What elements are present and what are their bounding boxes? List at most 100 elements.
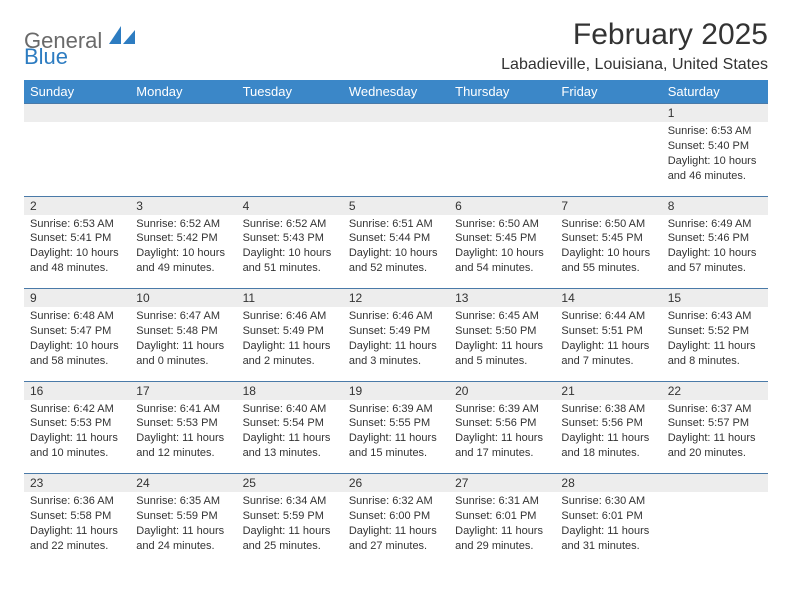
sunrise-text: Sunrise: 6:44 AM [561,309,655,324]
sunset-text: Sunset: 5:44 PM [349,231,443,246]
week-row: Sunrise: 6:36 AMSunset: 5:58 PMDaylight:… [24,492,768,566]
sunset-text: Sunset: 5:52 PM [668,324,762,339]
sunset-text: Sunset: 5:58 PM [30,509,124,524]
sunrise-text: Sunrise: 6:53 AM [30,217,124,232]
sunrise-text: Sunrise: 6:31 AM [455,494,549,509]
week-row: Sunrise: 6:48 AMSunset: 5:47 PMDaylight:… [24,307,768,381]
day-cell: Sunrise: 6:44 AMSunset: 5:51 PMDaylight:… [555,307,661,381]
sunset-text: Sunset: 5:53 PM [30,416,124,431]
day-details: Sunrise: 6:49 AMSunset: 5:46 PMDaylight:… [662,215,768,280]
day-number-cell: 6 [449,196,555,215]
sunrise-text: Sunrise: 6:52 AM [136,217,230,232]
day-details: Sunrise: 6:52 AMSunset: 5:42 PMDaylight:… [130,215,236,280]
brand-text: General Blue [24,26,135,68]
day-number-cell: 4 [237,196,343,215]
sunrise-text: Sunrise: 6:53 AM [668,124,762,139]
day-details: Sunrise: 6:35 AMSunset: 5:59 PMDaylight:… [130,492,236,557]
day-number-cell [24,104,130,123]
sunrise-text: Sunrise: 6:49 AM [668,217,762,232]
day-cell: Sunrise: 6:34 AMSunset: 5:59 PMDaylight:… [237,492,343,566]
day-cell [130,122,236,196]
sunset-text: Sunset: 5:48 PM [136,324,230,339]
sunrise-text: Sunrise: 6:38 AM [561,402,655,417]
sunset-text: Sunset: 5:40 PM [668,139,762,154]
sunrise-text: Sunrise: 6:46 AM [349,309,443,324]
sunrise-text: Sunrise: 6:36 AM [30,494,124,509]
day-cell: Sunrise: 6:41 AMSunset: 5:53 PMDaylight:… [130,400,236,474]
day-details: Sunrise: 6:46 AMSunset: 5:49 PMDaylight:… [343,307,449,372]
day-details: Sunrise: 6:50 AMSunset: 5:45 PMDaylight:… [555,215,661,280]
sunset-text: Sunset: 5:54 PM [243,416,337,431]
day-number-cell: 19 [343,381,449,400]
day-details: Sunrise: 6:51 AMSunset: 5:44 PMDaylight:… [343,215,449,280]
day-number-cell: 24 [130,474,236,493]
day-cell [449,122,555,196]
day-number-cell: 16 [24,381,130,400]
day-cell: Sunrise: 6:46 AMSunset: 5:49 PMDaylight:… [343,307,449,381]
day-number-cell: 11 [237,289,343,308]
day-details: Sunrise: 6:38 AMSunset: 5:56 PMDaylight:… [555,400,661,465]
daylight-text: Daylight: 10 hours and 57 minutes. [668,246,762,276]
sunset-text: Sunset: 5:59 PM [136,509,230,524]
day-details: Sunrise: 6:39 AMSunset: 5:55 PMDaylight:… [343,400,449,465]
daylight-text: Daylight: 11 hours and 3 minutes. [349,339,443,369]
daylight-text: Daylight: 11 hours and 31 minutes. [561,524,655,554]
day-cell: Sunrise: 6:53 AMSunset: 5:41 PMDaylight:… [24,215,130,289]
month-title: February 2025 [501,18,768,52]
daylight-text: Daylight: 10 hours and 58 minutes. [30,339,124,369]
day-header: Sunday [24,80,130,104]
sunset-text: Sunset: 5:49 PM [349,324,443,339]
day-number-cell [662,474,768,493]
daylight-text: Daylight: 10 hours and 49 minutes. [136,246,230,276]
day-number-cell: 2 [24,196,130,215]
day-details: Sunrise: 6:48 AMSunset: 5:47 PMDaylight:… [24,307,130,372]
day-cell [343,122,449,196]
calendar-page: General Blue February 2025 Labadieville,… [0,0,792,566]
day-number-cell: 3 [130,196,236,215]
sunrise-text: Sunrise: 6:42 AM [30,402,124,417]
day-cell: Sunrise: 6:39 AMSunset: 5:55 PMDaylight:… [343,400,449,474]
day-details: Sunrise: 6:39 AMSunset: 5:56 PMDaylight:… [449,400,555,465]
day-cell [237,122,343,196]
day-cell: Sunrise: 6:35 AMSunset: 5:59 PMDaylight:… [130,492,236,566]
sunrise-text: Sunrise: 6:32 AM [349,494,443,509]
day-number-cell: 27 [449,474,555,493]
day-details: Sunrise: 6:32 AMSunset: 6:00 PMDaylight:… [343,492,449,557]
daynum-row: 16171819202122 [24,381,768,400]
sunrise-text: Sunrise: 6:46 AM [243,309,337,324]
day-header: Monday [130,80,236,104]
day-details: Sunrise: 6:30 AMSunset: 6:01 PMDaylight:… [555,492,661,557]
day-cell: Sunrise: 6:51 AMSunset: 5:44 PMDaylight:… [343,215,449,289]
daylight-text: Daylight: 11 hours and 7 minutes. [561,339,655,369]
day-number-cell: 17 [130,381,236,400]
day-cell: Sunrise: 6:46 AMSunset: 5:49 PMDaylight:… [237,307,343,381]
sunrise-text: Sunrise: 6:48 AM [30,309,124,324]
day-details: Sunrise: 6:42 AMSunset: 5:53 PMDaylight:… [24,400,130,465]
day-number-cell: 18 [237,381,343,400]
day-details: Sunrise: 6:44 AMSunset: 5:51 PMDaylight:… [555,307,661,372]
daylight-text: Daylight: 11 hours and 24 minutes. [136,524,230,554]
sunset-text: Sunset: 5:49 PM [243,324,337,339]
day-cell: Sunrise: 6:52 AMSunset: 5:43 PMDaylight:… [237,215,343,289]
sunrise-text: Sunrise: 6:50 AM [561,217,655,232]
sunrise-text: Sunrise: 6:43 AM [668,309,762,324]
day-number-cell: 22 [662,381,768,400]
day-number-cell: 8 [662,196,768,215]
day-details: Sunrise: 6:46 AMSunset: 5:49 PMDaylight:… [237,307,343,372]
day-cell: Sunrise: 6:37 AMSunset: 5:57 PMDaylight:… [662,400,768,474]
daylight-text: Daylight: 10 hours and 51 minutes. [243,246,337,276]
daylight-text: Daylight: 11 hours and 27 minutes. [349,524,443,554]
day-details: Sunrise: 6:53 AMSunset: 5:41 PMDaylight:… [24,215,130,280]
daylight-text: Daylight: 11 hours and 22 minutes. [30,524,124,554]
day-cell: Sunrise: 6:30 AMSunset: 6:01 PMDaylight:… [555,492,661,566]
day-number-cell: 20 [449,381,555,400]
day-cell [24,122,130,196]
day-cell: Sunrise: 6:47 AMSunset: 5:48 PMDaylight:… [130,307,236,381]
day-number-cell: 14 [555,289,661,308]
day-details: Sunrise: 6:45 AMSunset: 5:50 PMDaylight:… [449,307,555,372]
day-number-cell: 25 [237,474,343,493]
sunset-text: Sunset: 5:50 PM [455,324,549,339]
day-number-cell [343,104,449,123]
sunrise-text: Sunrise: 6:37 AM [668,402,762,417]
day-number-cell: 12 [343,289,449,308]
